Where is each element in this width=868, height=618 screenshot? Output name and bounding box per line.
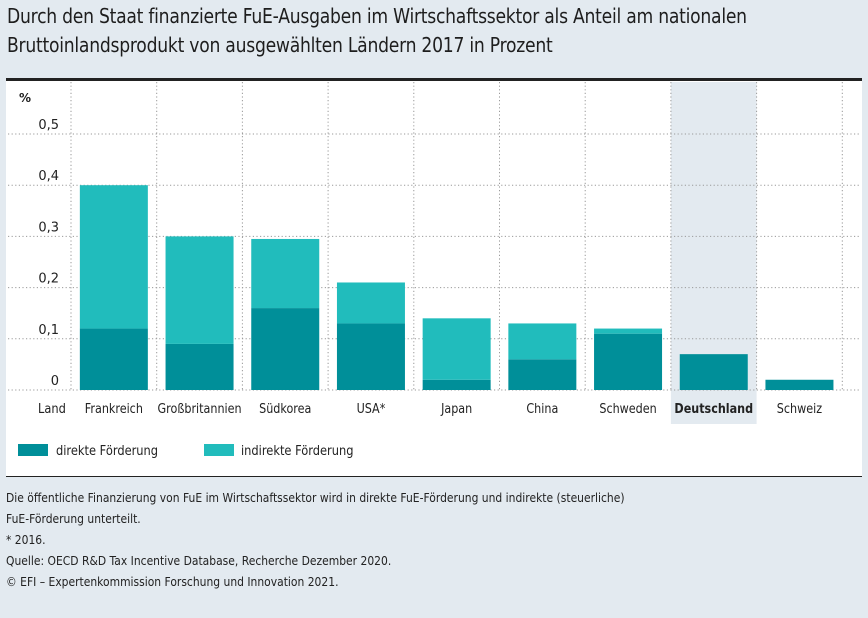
bar-indirect-2 [251, 238, 320, 309]
bar-direct-4 [422, 379, 491, 390]
bar-chart: 0 0,1 0,2 0,3 0,4 0,5 Frankreich Großbritannie… [8, 82, 860, 458]
x-tick-label: Schweiz [777, 401, 822, 416]
y-tick-label: 0,5 [38, 118, 59, 133]
legend: direkte Förderung indirekte Förderung [18, 443, 353, 458]
bar-direct-6 [594, 333, 663, 390]
chart-title: Durch den Staat finanzierte FuE-Ausgaben… [7, 2, 747, 60]
x-tick-label: Südkorea [259, 401, 311, 416]
legend-label-direct: direkte Förderung [56, 443, 158, 458]
bar-direct-0 [79, 328, 148, 390]
footer-source: Quelle: OECD R&D Tax Incentive Database,… [6, 553, 392, 568]
y-tick-label: 0,3 [38, 220, 59, 235]
footer-note-line-2: FuE-Förderung unterteilt. [6, 511, 141, 526]
x-tick-label: Japan [440, 401, 472, 416]
bar-indirect-3 [336, 282, 405, 324]
bar-indirect-1 [165, 236, 234, 344]
legend-swatch-indirect [204, 444, 234, 456]
x-axis-ticks: Frankreich Großbritannien Südkorea USA* Japa… [85, 401, 822, 416]
x-tick-label: China [526, 401, 558, 416]
bar-direct-7 [679, 354, 748, 390]
y-tick-label: 0 [51, 374, 59, 389]
bar-indirect-0 [79, 185, 148, 329]
legend-label-indirect: indirekte Förderung [241, 443, 353, 458]
x-tick-label: Schweden [599, 401, 656, 416]
y-axis-ticks: 0 0,1 0,2 0,3 0,4 0,5 [38, 118, 59, 389]
footer-copyright: © EFI – Expertenkommission Forschung und… [6, 574, 339, 589]
y-axis-label: % [19, 91, 31, 105]
x-tick-label: Deutschland [674, 401, 753, 416]
x-tick-label: USA* [357, 401, 386, 416]
legend-swatch-direct [18, 444, 48, 456]
bar-indirect-4 [422, 318, 491, 380]
chart-title-line-1: Durch den Staat finanzierte FuE-Ausgaben… [7, 4, 747, 28]
x-tick-label: Frankreich [85, 401, 143, 416]
x-axis-label: Land [38, 401, 66, 416]
y-tick-label: 0,2 [38, 272, 59, 287]
y-tick-label: 0,1 [38, 323, 59, 338]
bar-direct-1 [165, 343, 234, 390]
y-tick-label: 0,4 [38, 169, 59, 184]
bar-direct-3 [336, 323, 405, 390]
footer-notes: Die öffentliche Finanzierung von FuE im … [6, 487, 625, 592]
bar-direct-2 [251, 308, 320, 390]
bars [79, 185, 834, 390]
bar-direct-8 [765, 379, 834, 390]
bar-indirect-5 [508, 323, 577, 360]
bar-indirect-6 [594, 328, 663, 334]
bar-direct-5 [508, 359, 577, 390]
chart-title-line-2: Bruttoinlandsprodukt von ausgewählten Lä… [7, 33, 553, 57]
x-tick-label: Großbritannien [158, 401, 242, 416]
footer-asterisk-note: * 2016. [6, 532, 46, 547]
footer-note-line-1: Die öffentliche Finanzierung von FuE im … [6, 490, 625, 505]
